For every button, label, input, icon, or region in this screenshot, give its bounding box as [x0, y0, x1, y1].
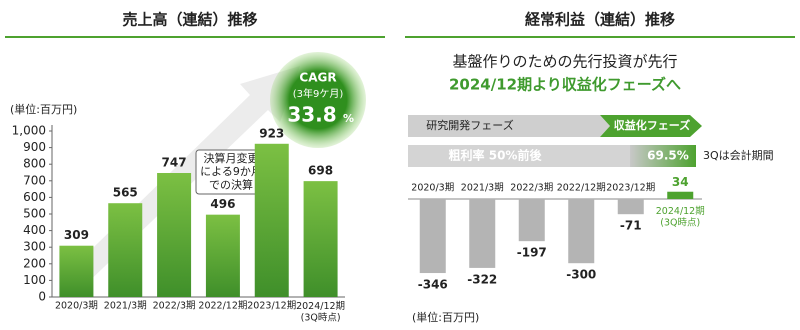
bar: [469, 199, 496, 268]
x-tick-label: 2023/12期: [247, 301, 296, 312]
bar: [568, 199, 595, 264]
value-label: 565: [113, 186, 138, 200]
value-label: 923: [259, 126, 284, 140]
x-tick-label: 2022/12期: [557, 183, 606, 194]
value-label: 698: [308, 164, 333, 178]
x-tick-label: 2021/3期: [104, 301, 147, 312]
phase-label: 収益化フェーズ: [614, 118, 690, 132]
bar: [419, 199, 446, 274]
value-label: -346: [418, 278, 448, 292]
cagr-title: CAGR: [299, 71, 336, 85]
x-tick-label: 2024/12期(3Q時点): [656, 206, 705, 228]
y-tick-label: 100: [23, 273, 46, 287]
cagr-bubble: [270, 52, 366, 148]
x-tick-label: 2020/3期: [55, 301, 98, 312]
headline: 基盤作りのための先行投資が先行: [452, 53, 677, 71]
y-tick-label: 300: [23, 240, 46, 254]
y-tick-label: 400: [23, 223, 46, 237]
headline: 2024/12期より収益化フェーズへ: [449, 76, 681, 94]
x-tick-label: 2022/3期: [153, 301, 196, 312]
y-tick-label: 1,000: [12, 124, 46, 138]
phase-bar: [408, 115, 610, 137]
value-label: -197: [517, 246, 547, 260]
value-label: 496: [210, 197, 235, 211]
margin-note: 3Qは会計期間: [703, 148, 774, 162]
value-label: 34: [672, 175, 689, 189]
phase-label: 研究開発フェーズ: [426, 118, 513, 132]
bar: [59, 245, 94, 297]
x-tick-label: 2020/3期: [411, 183, 454, 194]
bar: [157, 172, 192, 297]
margin-value: 69.5%: [647, 149, 689, 163]
x-tick-label: 2023/12期: [606, 183, 655, 194]
annotation: 決算月変更による9か月での決算: [200, 151, 262, 191]
phase-bar: [600, 115, 702, 137]
value-label: -71: [620, 219, 642, 233]
bar: [667, 191, 694, 199]
unit-label: (単位:百万円): [10, 102, 77, 116]
value-label: 309: [64, 228, 89, 242]
margin-bar: [630, 145, 696, 167]
y-tick-label: 900: [23, 140, 46, 154]
y-tick-label: 700: [23, 173, 46, 187]
y-tick-label: 800: [23, 157, 46, 171]
bar: [518, 199, 545, 242]
x-tick-label: 2024/12期(3Q時点): [296, 301, 345, 323]
y-tick-label: 0: [38, 290, 46, 304]
y-tick-label: 200: [23, 256, 46, 270]
x-tick-label: 2022/3期: [510, 183, 553, 194]
x-tick-label: 2022/12期: [198, 301, 247, 312]
value-label: 747: [162, 155, 187, 169]
value-label: -322: [467, 272, 497, 286]
y-tick-label: 600: [23, 190, 46, 204]
bar: [254, 143, 289, 297]
bar: [108, 203, 143, 297]
cagr-value: 33.8: [287, 103, 336, 127]
chart-title: 売上高（連結）推移: [122, 11, 257, 29]
bar: [205, 214, 240, 297]
bar: [617, 199, 644, 215]
x-tick-label: 2021/3期: [461, 183, 504, 194]
chart-title: 経常利益（連結）推移: [525, 11, 675, 29]
margin-bar: [408, 145, 638, 167]
bar: [303, 181, 338, 297]
y-tick-label: 500: [23, 207, 46, 221]
value-label: -300: [566, 268, 596, 282]
unit-label: (単位:百万円): [412, 310, 479, 324]
margin-label: 粗利率 50%前後: [449, 148, 543, 163]
cagr-unit: %: [343, 112, 354, 125]
cagr-period: (3年9ケ月): [293, 87, 344, 100]
